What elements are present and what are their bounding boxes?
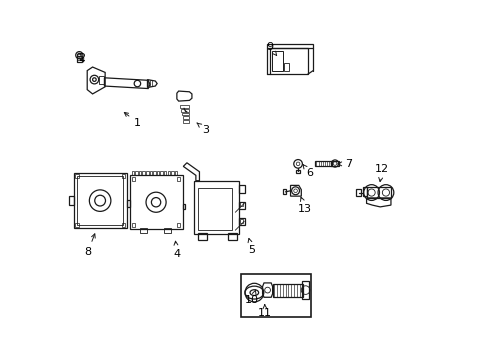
Bar <box>183 116 190 119</box>
Bar <box>75 224 78 227</box>
Bar <box>183 204 186 210</box>
Bar <box>153 171 156 175</box>
Bar <box>171 171 173 175</box>
Bar <box>69 196 74 205</box>
Bar <box>272 284 303 297</box>
Text: 11: 11 <box>258 305 272 318</box>
Bar <box>180 105 190 108</box>
Text: 5: 5 <box>248 238 256 255</box>
Bar <box>126 201 130 207</box>
Text: 6: 6 <box>303 165 313 178</box>
Bar <box>356 189 361 196</box>
Bar <box>285 63 289 71</box>
Bar <box>296 170 300 173</box>
Bar <box>122 174 125 178</box>
Bar <box>272 51 283 71</box>
Bar <box>315 161 332 166</box>
Bar <box>77 176 123 225</box>
Bar <box>228 233 237 240</box>
Bar <box>197 233 207 240</box>
Bar <box>164 171 167 175</box>
Bar <box>132 171 134 175</box>
Bar <box>132 177 135 181</box>
Bar <box>240 202 243 206</box>
Text: 1: 1 <box>124 112 141 128</box>
Bar <box>168 171 170 175</box>
Bar <box>122 224 125 227</box>
Bar <box>198 188 232 230</box>
Bar <box>175 171 177 175</box>
Bar <box>149 171 152 175</box>
Bar <box>139 171 141 175</box>
Bar <box>367 187 391 198</box>
Bar <box>129 175 183 229</box>
Bar <box>135 171 138 175</box>
Bar <box>74 173 126 228</box>
Bar <box>143 171 145 175</box>
Bar <box>239 218 245 225</box>
Bar <box>194 181 239 234</box>
Text: 4: 4 <box>173 241 180 258</box>
Bar <box>302 281 309 299</box>
Bar <box>240 220 243 223</box>
Text: 12: 12 <box>375 164 389 181</box>
Text: 9: 9 <box>267 42 277 55</box>
Text: 7: 7 <box>338 159 353 169</box>
Bar <box>177 224 180 227</box>
Bar <box>140 228 147 233</box>
Text: 2: 2 <box>78 53 85 63</box>
Bar <box>181 109 190 112</box>
Bar <box>157 171 159 175</box>
Bar <box>283 189 286 194</box>
Bar <box>164 228 171 233</box>
Bar <box>270 48 308 74</box>
Text: 3: 3 <box>197 123 209 135</box>
Bar <box>239 185 245 193</box>
Bar <box>182 113 190 116</box>
Bar <box>75 174 78 178</box>
Bar <box>132 224 135 227</box>
Bar <box>98 76 104 84</box>
Bar <box>183 120 190 123</box>
Bar <box>160 171 163 175</box>
Bar <box>146 171 148 175</box>
Text: 13: 13 <box>298 197 312 214</box>
Bar <box>241 274 311 317</box>
Text: 8: 8 <box>84 234 95 257</box>
Bar <box>239 202 245 209</box>
Bar <box>77 56 82 62</box>
Bar <box>177 177 180 181</box>
Text: 10: 10 <box>245 290 259 305</box>
Bar <box>331 161 339 166</box>
